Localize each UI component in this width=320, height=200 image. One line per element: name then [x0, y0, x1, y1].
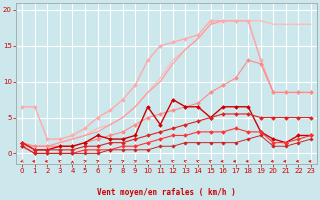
X-axis label: Vent moyen/en rafales ( km/h ): Vent moyen/en rafales ( km/h ) [97, 188, 236, 197]
